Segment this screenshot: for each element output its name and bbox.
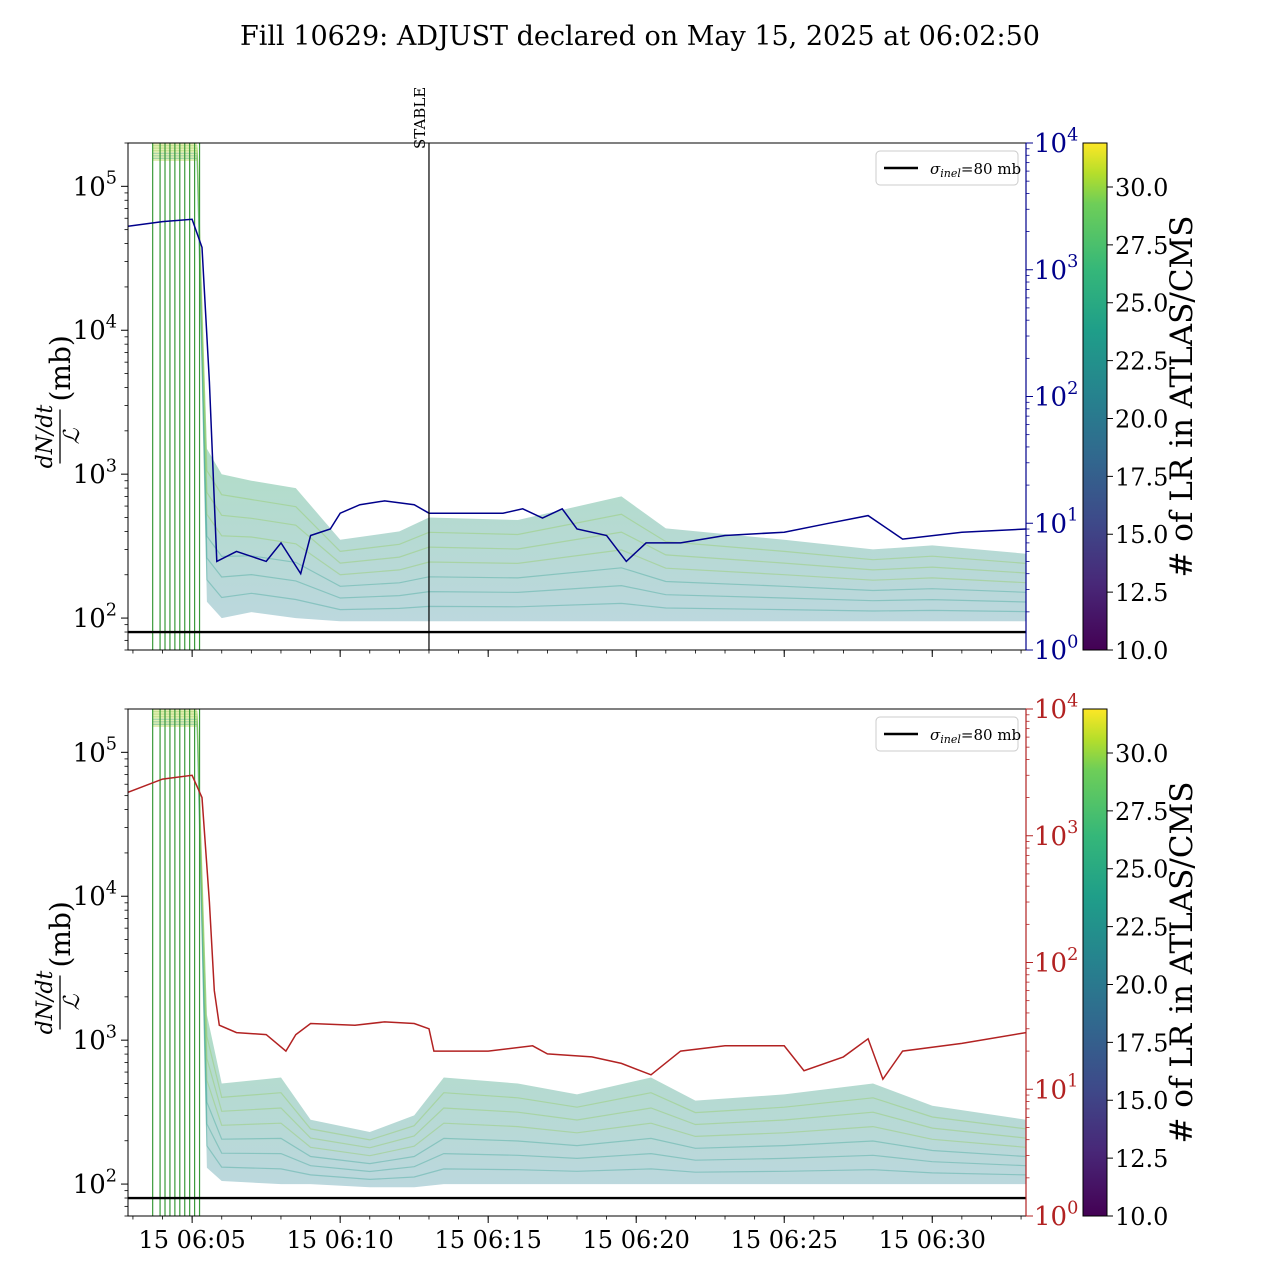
bunch-curve — [152, 723, 1026, 1181]
bunch-band — [152, 143, 1026, 622]
bottom-panel: 102 103 104 105 100 101 102 103 104 15 06:05 15 06… — [33, 691, 1078, 1254]
bunch-curve — [152, 721, 1026, 1173]
y-label-numerator: dN/dt — [33, 405, 58, 469]
right-tick-label: 104 — [1034, 691, 1078, 725]
colorbar-tick-label: 25.0 — [1115, 856, 1168, 884]
stable-marker-label: STABLE — [411, 87, 429, 149]
bunch-band — [152, 709, 1026, 1188]
bunch-curve — [152, 152, 1026, 593]
chart-title: Fill 10629: ADJUST declared on May 15, 2… — [240, 21, 1040, 52]
colorbar-tick-label: 17.5 — [1115, 1029, 1168, 1057]
bunch-curve — [152, 716, 1026, 1157]
colorbar-gradient — [1082, 708, 1108, 1217]
bunch-curve — [152, 155, 1026, 603]
right-tick-label: 103 — [1034, 818, 1078, 852]
colorbar-tick-label: 20.0 — [1115, 971, 1168, 999]
y-label-numerator: dN/dt — [33, 971, 58, 1035]
colorbar-bottom: 10.0 12.5 15.0 17.5 20.0 22.5 25.0 27.5 30.0 # of… — [1082, 708, 1200, 1231]
legend: σinel=80 mb — [875, 716, 1021, 752]
colorbar-label: # of LR in ATLAS/CMS — [1164, 781, 1200, 1143]
y-tick-label: 102 — [73, 1166, 117, 1200]
right-tick-label: 103 — [1034, 252, 1078, 286]
y-tick-label: 105 — [73, 169, 117, 203]
colorbar-tick-label: 30.0 — [1115, 740, 1168, 768]
colorbar-tick-label: 15.0 — [1115, 1087, 1168, 1115]
colorbar-tick-label: 10.0 — [1115, 1203, 1168, 1231]
right-tick-label: 101 — [1034, 1072, 1078, 1106]
colorbar-tick-label: 27.5 — [1115, 232, 1168, 260]
y-tick-label: 104 — [73, 879, 117, 913]
x-tick-label: 15 06:15 — [435, 1226, 542, 1254]
legend-label: σinel=80 mb — [930, 160, 1021, 180]
colorbar-top: 10.0 12.5 15.0 17.5 20.0 22.5 25.0 27.5 30.0 # of… — [1082, 142, 1200, 665]
rate-line — [128, 774, 1026, 1081]
legend-label: σinel=80 mb — [930, 726, 1021, 746]
bunch-curve — [152, 157, 1026, 613]
y-label-denominator: ℒ — [60, 993, 85, 1010]
legend-box — [875, 150, 1019, 186]
colorbar-label: # of LR in ATLAS/CMS — [1164, 215, 1200, 577]
y-tick-label: 102 — [73, 600, 117, 634]
x-tick-label: 15 06:05 — [138, 1226, 245, 1254]
right-tick-label: 100 — [1034, 1198, 1078, 1232]
y-axis-label: dN/dt ℒ (mb) — [33, 901, 85, 1034]
colorbar-tick-label: 12.5 — [1115, 1145, 1168, 1173]
colorbar-tick-label: 12.5 — [1115, 579, 1168, 607]
legend-box — [875, 716, 1019, 752]
bunch-curve — [152, 718, 1026, 1165]
right-tick-label: 104 — [1034, 125, 1078, 159]
colorbar-tick-label: 22.5 — [1115, 914, 1168, 942]
colorbar-tick-label: 25.0 — [1115, 290, 1168, 318]
colorbar-tick-label: 17.5 — [1115, 463, 1168, 491]
colorbar-tick-label: 30.0 — [1115, 174, 1168, 202]
colorbar-tick-label: 27.5 — [1115, 798, 1168, 826]
right-tick-label: 102 — [1034, 379, 1078, 413]
y-tick-label: 105 — [73, 735, 117, 769]
x-tick-label: 15 06:30 — [879, 1226, 986, 1254]
bunch-curve — [152, 150, 1026, 584]
top-panel: STABLE 102 103 104 105 100 101 102 103 104 dN/dt ℒ (… — [33, 87, 1078, 666]
y-tick-label: 103 — [73, 456, 117, 490]
y-axis-label: dN/dt ℒ (mb) — [33, 335, 85, 468]
bunch-curve — [152, 713, 1026, 1149]
x-tick-label: 15 06:20 — [583, 1226, 690, 1254]
right-tick-label: 100 — [1034, 632, 1078, 666]
y-label-denominator: ℒ — [60, 427, 85, 444]
colorbar-tick-label: 20.0 — [1115, 405, 1168, 433]
y-label-unit: (mb) — [44, 901, 77, 967]
y-tick-label: 103 — [73, 1022, 117, 1056]
bunch-curve — [152, 711, 1026, 1141]
colorbar-tick-label: 10.0 — [1115, 637, 1168, 665]
colorbar-tick-label: 22.5 — [1115, 348, 1168, 376]
colorbar-gradient — [1082, 142, 1108, 651]
legend: σinel=80 mb — [875, 150, 1021, 186]
y-tick-label: 104 — [73, 313, 117, 347]
colorbar-tick-label: 15.0 — [1115, 521, 1168, 549]
right-tick-label: 101 — [1034, 506, 1078, 540]
x-tick-label: 15 06:25 — [731, 1226, 838, 1254]
x-tick-label: 15 06:10 — [286, 1226, 393, 1254]
y-label-unit: (mb) — [44, 335, 77, 401]
right-tick-label: 102 — [1034, 945, 1078, 979]
